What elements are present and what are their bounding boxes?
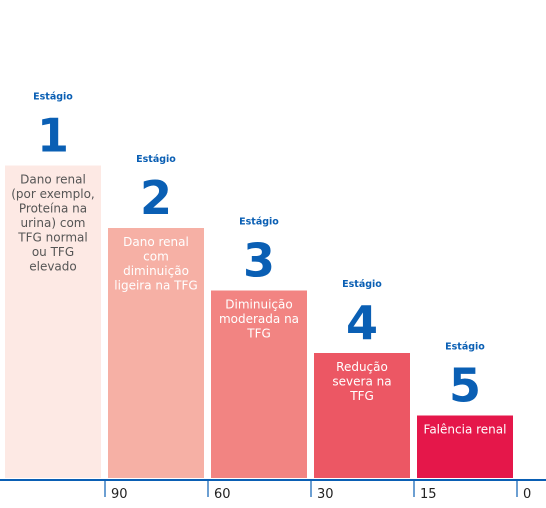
stage-3-label-line: Diminuição (225, 298, 292, 312)
stage-4-label-line: Redução (336, 360, 388, 374)
stage-3-label-line: moderada na (219, 312, 299, 326)
stage-2-bar (108, 228, 204, 478)
stage-2-label-line: Dano renal (123, 235, 189, 249)
stage-3-bar (211, 290, 307, 478)
stage-3-heading: Estágio (239, 217, 279, 228)
stage-1-heading: Estágio (33, 92, 73, 103)
stage-4-number: 4 (346, 296, 378, 350)
stage-2-label-line: com (143, 250, 169, 264)
stage-3-label-line: TFG (246, 327, 271, 341)
stage-2-label-line: ligeira na TFG (114, 279, 197, 293)
stage-2-label-line: diminuição (123, 264, 189, 278)
stage-5-label-line: Falência renal (424, 423, 507, 437)
stage-4-label-line: severa na (332, 375, 391, 389)
stage-1-label-line: Proteína na (19, 202, 87, 216)
stage-2-heading: Estágio (136, 154, 176, 165)
stage-3-number: 3 (243, 234, 275, 288)
x-tick-label: 15 (420, 487, 437, 502)
stage-2-number: 2 (140, 171, 172, 225)
x-tick-label: 30 (317, 487, 334, 502)
stage-1-label-line: elevado (29, 260, 77, 274)
stage-5-number: 5 (449, 359, 481, 413)
stage-1-label-line: Dano renal (20, 173, 86, 187)
x-tick-label: 60 (214, 487, 231, 502)
stage-1-label-line: ou TFG (32, 245, 74, 259)
stage-4-bar (314, 353, 410, 478)
stage-4-label-line: TFG (349, 389, 374, 403)
stage-1-number: 1 (37, 109, 69, 163)
stage-1-label-line: (por exemplo, (11, 187, 94, 201)
x-tick-label: 90 (111, 487, 128, 502)
stage-1-label-line: TFG normal (17, 231, 87, 245)
stage-1-bar (5, 165, 101, 478)
stage-5-bar (417, 415, 513, 478)
stage-5-heading: Estágio (445, 342, 485, 353)
stage-4-heading: Estágio (342, 279, 382, 290)
x-tick-label: 0 (523, 487, 531, 502)
stage-1-label-line: urina) com (21, 216, 86, 230)
